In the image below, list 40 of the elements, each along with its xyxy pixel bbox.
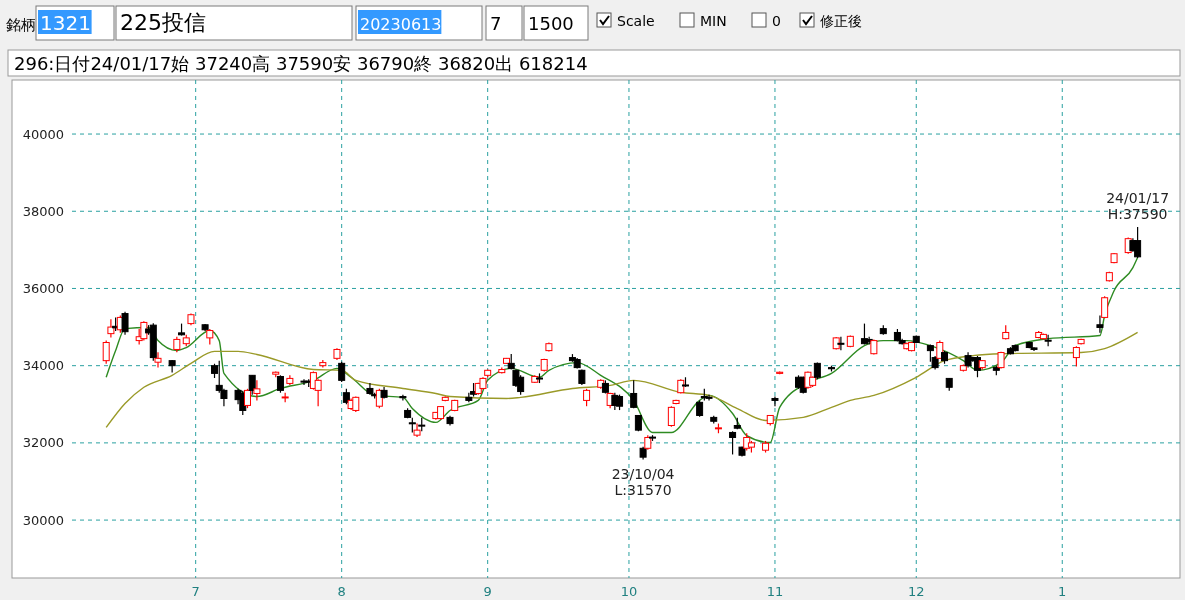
candlestick: [630, 379, 638, 409]
line-series: [105, 331, 1139, 429]
text: 0: [772, 13, 781, 29]
candlestick: [1072, 345, 1080, 368]
text: 修正後: [820, 13, 862, 29]
candlestick: [248, 374, 256, 396]
annotation: 24/01/17 H:37590: [1106, 190, 1170, 223]
x-tick-label: 1: [1058, 584, 1067, 599]
y-tick-label: 38000: [22, 203, 64, 219]
annotation: 23/10/04 L:31570: [611, 466, 675, 499]
candlestick: [667, 405, 675, 428]
candlestick: [243, 388, 251, 409]
candlestick: [102, 339, 110, 365]
x-tick-label: 9: [483, 584, 492, 599]
y-tick-label: 36000: [22, 281, 64, 297]
candlestick: [771, 395, 779, 407]
candlestick: [253, 379, 261, 402]
x-tick-label: 11: [766, 584, 784, 599]
x-tick-label: 10: [620, 584, 638, 599]
y-tick-label: 32000: [22, 435, 64, 451]
candlestick: [168, 359, 176, 374]
text: Scale: [617, 13, 655, 29]
candlestick: [1096, 314, 1104, 334]
text: MIN: [700, 13, 727, 29]
chart-title: 296:日付24/01/17始 37240高 37590安 36790終 36820出 618214: [14, 53, 588, 74]
text: 1500: [528, 13, 574, 34]
text: 20230613: [360, 15, 442, 34]
text: 1321: [40, 11, 91, 35]
x-tick-label: 12: [907, 584, 925, 599]
x-tick-label: 8: [337, 584, 346, 599]
text: 225投信: [120, 10, 206, 35]
candlestick: [338, 361, 346, 383]
text: 銘柄: [6, 16, 36, 34]
y-tick-label: 40000: [22, 126, 64, 142]
candlestick: [729, 430, 737, 456]
candlestick: [154, 351, 162, 369]
y-tick-label: 30000: [22, 512, 64, 528]
text: 7: [490, 13, 502, 34]
x-tick-label: 7: [191, 584, 200, 599]
y-tick-label: 34000: [22, 358, 64, 374]
